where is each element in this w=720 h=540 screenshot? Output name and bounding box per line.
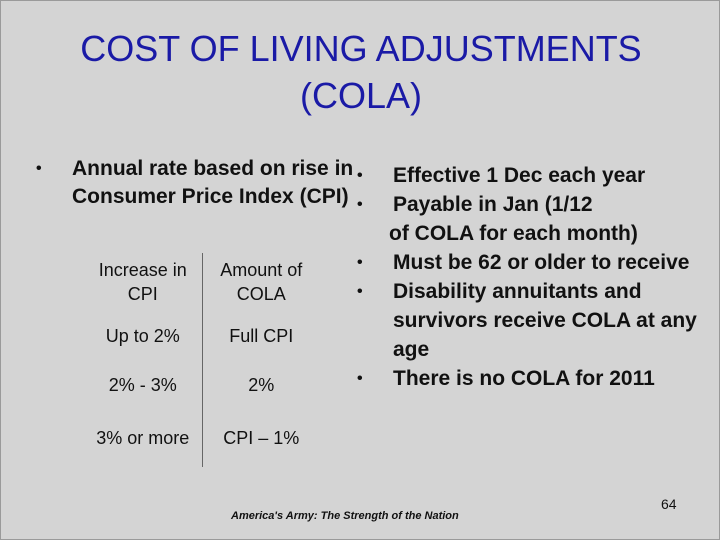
list-item: • Payable in Jan (1/12 — [353, 190, 713, 219]
list-item-text: Effective 1 Dec each year — [393, 164, 646, 187]
list-item: • There is no COLA for 2011 — [353, 364, 713, 393]
bullet-icon: • — [36, 160, 42, 177]
left-bullet-text: Annual rate based on rise in Consumer Pr… — [72, 157, 354, 208]
table-cell: Full CPI — [201, 311, 320, 361]
table-row: 2% - 3% 2% — [84, 361, 320, 409]
table-cell: 3% or more — [84, 409, 203, 467]
list-item-text: Disability annuitants and survivors rece… — [393, 280, 697, 361]
list-item-text: of COLA for each month) — [389, 222, 638, 245]
table-cell: CPI – 1% — [201, 409, 320, 467]
bullet-icon: • — [357, 283, 363, 300]
title-line-1: COST OF LIVING ADJUSTMENTS — [80, 28, 642, 69]
table-row: 3% or more CPI – 1% — [84, 409, 320, 467]
footer-tagline: America's Army: The Strength of the Nati… — [231, 510, 459, 522]
table-row: Up to 2% Full CPI — [84, 311, 320, 361]
header-increase-cpi: Increase in CPI — [84, 253, 203, 311]
bullet-icon: • — [357, 196, 363, 213]
bullet-icon: • — [357, 167, 363, 184]
list-item-text: There is no COLA for 2011 — [393, 367, 655, 390]
title-line-2: (COLA) — [299, 75, 422, 116]
list-item: • Effective 1 Dec each year — [353, 161, 713, 190]
bullet-icon: • — [357, 370, 363, 387]
list-item-text: Payable in Jan (1/12 — [393, 193, 593, 216]
list-item-continuation: of COLA for each month) — [353, 219, 713, 248]
table-cell: 2% — [201, 361, 320, 409]
list-item-text: Must be 62 or older to receive — [393, 251, 690, 274]
right-bullet-list: • Effective 1 Dec each year • Payable in… — [353, 161, 713, 393]
table-header-row: Increase in CPI Amount of COLA — [84, 253, 320, 311]
cola-table: Increase in CPI Amount of COLA Up to 2% … — [84, 253, 320, 467]
table-cell: 2% - 3% — [84, 361, 203, 409]
slide-title: COST OF LIVING ADJUSTMENTS (COLA) — [1, 25, 720, 119]
list-item: • Must be 62 or older to receive — [353, 248, 713, 277]
table-cell: Up to 2% — [84, 311, 203, 361]
page-number: 64 — [661, 496, 677, 512]
bullet-icon: • — [357, 254, 363, 271]
header-amount-cola: Amount of COLA — [201, 253, 320, 311]
list-item: • Disability annuitants and survivors re… — [353, 277, 713, 364]
